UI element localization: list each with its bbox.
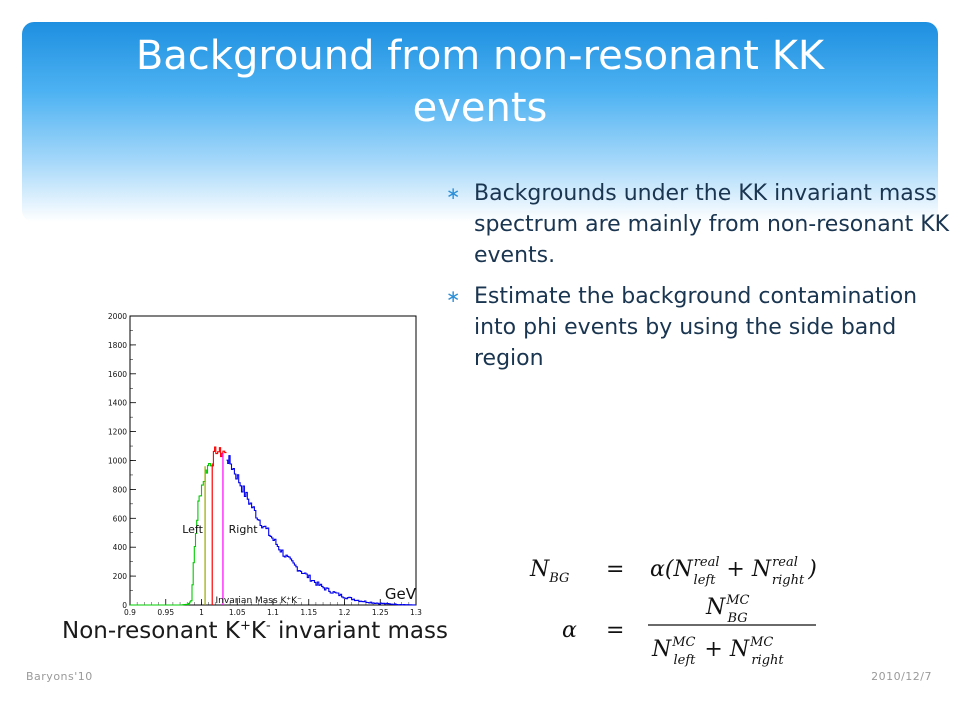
x-tick-label: 1.15 — [300, 608, 317, 617]
plot-caption: Non-resonant K+K- invariant mass — [62, 618, 448, 644]
x-tick-label: 0.95 — [157, 608, 174, 617]
sideband-markers — [204, 453, 224, 605]
x-tick-label: 0.9 — [124, 608, 136, 617]
formula1-rhs-pre: α(N — [650, 557, 693, 582]
caption-mid: K — [250, 618, 266, 644]
y-tick-label: 800 — [113, 485, 128, 494]
left-region-label: Left — [182, 523, 203, 536]
bullet-marker-icon: ∗ — [446, 287, 461, 307]
y-tick-label: 600 — [113, 514, 128, 523]
x-tick-label: 1.05 — [229, 608, 246, 617]
formula2-den-plus: + N — [697, 637, 749, 662]
x-tick-label: 1.3 — [410, 608, 422, 617]
formula1-close: ) — [807, 557, 817, 582]
histogram-series — [130, 446, 416, 606]
formula1-lhs-sub: BG — [548, 571, 569, 586]
formula1-sup2: real — [772, 555, 798, 570]
x-tick-label: 1.1 — [267, 608, 279, 617]
slide-title: Background from non-resonant KK events — [22, 30, 938, 134]
x-tick-label: 1 — [199, 608, 204, 617]
formula1-plus: + N — [719, 557, 771, 582]
caption-sup-minus: - — [265, 618, 271, 634]
histogram-series-right — [226, 455, 416, 606]
formula2-den2-sup: MC — [749, 635, 773, 650]
bullet-marker-icon: ∗ — [446, 184, 461, 204]
footer-date: 2010/12/7 — [871, 670, 932, 683]
y-tick-label: 400 — [113, 543, 128, 552]
formula2-den2-sub: right — [751, 653, 784, 668]
x-axis: 0.9 0.95 1 1.05 1.1 1.15 1.2 1.25 1.3 — [124, 599, 422, 617]
y-tick-label: 1200 — [108, 428, 127, 437]
formula1-sup1: real — [694, 555, 720, 570]
slide-title-line1: Background from non-resonant KK — [135, 33, 825, 79]
formula1-sub2: right — [772, 573, 805, 588]
slide-title-line2: events — [412, 85, 548, 131]
formula2-num-sup: MC — [725, 593, 749, 608]
formula2-eq: = — [606, 618, 624, 643]
histogram-series-signal — [212, 446, 227, 467]
footer-conference: Baryons'10 — [26, 670, 93, 683]
x-tick-label: 1.2 — [339, 608, 351, 617]
right-region-label: Right — [229, 523, 259, 536]
formula1-sub1: left — [694, 573, 717, 588]
x-tick-label: 1.25 — [372, 608, 389, 617]
x-axis-label: Invarian Mass K⁺K⁻ — [216, 596, 303, 606]
formula2-num-sub: BG — [727, 611, 748, 626]
bullet-text: Estimate the background contamination in… — [474, 284, 918, 371]
title-banner — [22, 22, 938, 222]
y-tick-label: 2000 — [108, 312, 127, 321]
formula2-den1-sup: MC — [671, 635, 695, 650]
svg-text:NBG: NBG — [529, 557, 569, 586]
background-formula: NBG = α(Nreal left + Nreal right) α = NMC B… — [529, 555, 817, 668]
bullet-item: ∗ Estimate the background contamination … — [446, 281, 956, 374]
formula1-eq: = — [606, 557, 624, 582]
histogram-series-left — [130, 462, 213, 606]
plot-area — [129, 315, 417, 606]
y-tick-label: 1000 — [108, 457, 127, 466]
caption-sup-plus: + — [239, 618, 251, 634]
plot-frame — [129, 315, 417, 606]
y-tick-label: 200 — [113, 572, 128, 581]
caption-post: invariant mass — [270, 618, 448, 644]
formula2-lhs: α — [562, 618, 577, 643]
y-tick-label: 0 — [122, 601, 127, 610]
y-tick-label: 1400 — [108, 399, 127, 408]
y-tick-label: 1800 — [108, 341, 127, 350]
bullet-list: ∗ Backgrounds under the KK invariant mas… — [446, 178, 956, 384]
histogram-plot: 0 200 400 600 800 1000 1200 1400 1600 1800 2000 0.… — [108, 312, 422, 617]
caption-pre: Non-resonant K — [62, 618, 240, 644]
formula1-lhs: N — [529, 557, 550, 582]
bullet-text: Backgrounds under the KK invariant mass … — [474, 181, 950, 268]
formula2-num: N — [705, 595, 726, 620]
bullet-item: ∗ Backgrounds under the KK invariant mas… — [446, 178, 956, 271]
x-axis-unit: GeV — [385, 585, 417, 603]
y-axis: 0 200 400 600 800 1000 1200 1400 1600 1800 2000 — [108, 312, 136, 610]
formula2-den1-sub: left — [674, 653, 697, 668]
y-tick-label: 1600 — [108, 370, 127, 379]
formula2-den1: N — [651, 637, 672, 662]
